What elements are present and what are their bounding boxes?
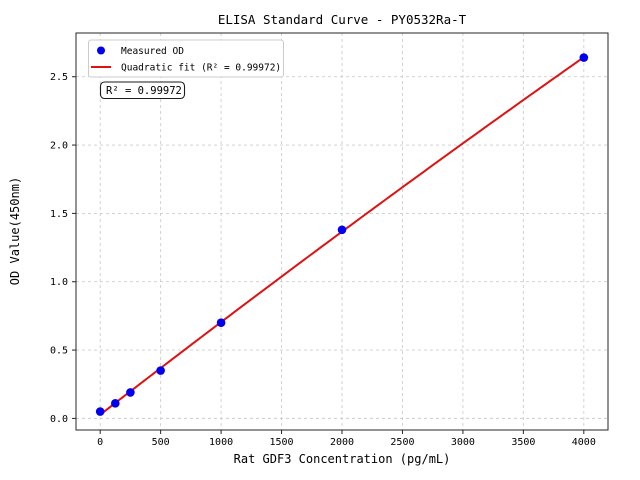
r-squared-box xyxy=(99,81,186,100)
x-tick-label: 3000 xyxy=(451,437,475,448)
data-point xyxy=(95,407,105,416)
legend-box xyxy=(88,39,284,78)
legend-quadratic-fit-label: Quadratic fit (R² = 0.99972) xyxy=(121,63,281,74)
r-squared-text: R² = 0.99972 xyxy=(106,85,182,97)
x-tick-label: 2000 xyxy=(330,437,354,448)
x-tick-label: 0 xyxy=(97,437,103,448)
x-tick-label: 4000 xyxy=(572,437,596,448)
quadratic-fit-curve xyxy=(99,56,585,416)
x-axis-label: Rat GDF3 Concentration (pg/mL) xyxy=(234,452,451,466)
y-tick-label: 2.5 xyxy=(50,72,68,83)
data-points xyxy=(95,53,589,416)
fit-line xyxy=(99,56,585,416)
y-tick-label: 1.0 xyxy=(50,277,68,288)
data-point xyxy=(579,53,589,62)
x-tick-label: 1500 xyxy=(269,437,293,448)
chart-title: ELISA Standard Curve - PY0532Ra-T xyxy=(218,12,467,27)
data-point xyxy=(337,225,347,235)
y-tick-label: 0.5 xyxy=(50,346,68,357)
data-point xyxy=(216,318,226,328)
x-tick-label: 2500 xyxy=(390,437,414,448)
r-squared-annotation: R² = 0.99972 xyxy=(99,81,186,100)
legend-measured-od-marker xyxy=(97,46,105,55)
data-point xyxy=(110,399,120,408)
y-tick-label: 1.5 xyxy=(50,209,68,220)
data-point xyxy=(126,388,135,397)
y-axis-label: OD Value(450nm) xyxy=(8,177,22,285)
axes: 0 500 1000 1500 2000 2500 3000 3500 4000 0.0 0.5 1.… xyxy=(50,32,609,448)
legend: Measured OD Quadratic fit (R² = 0.99972) xyxy=(88,39,284,78)
data-point xyxy=(156,366,165,375)
legend-measured-od-label: Measured OD xyxy=(121,46,184,57)
x-tick-label: 3500 xyxy=(511,437,535,448)
y-tick-label: 2.0 xyxy=(50,141,68,152)
x-tick-label: 500 xyxy=(152,437,170,448)
x-tick-label: 1000 xyxy=(209,437,233,448)
y-tick-label: 0.0 xyxy=(50,414,68,425)
